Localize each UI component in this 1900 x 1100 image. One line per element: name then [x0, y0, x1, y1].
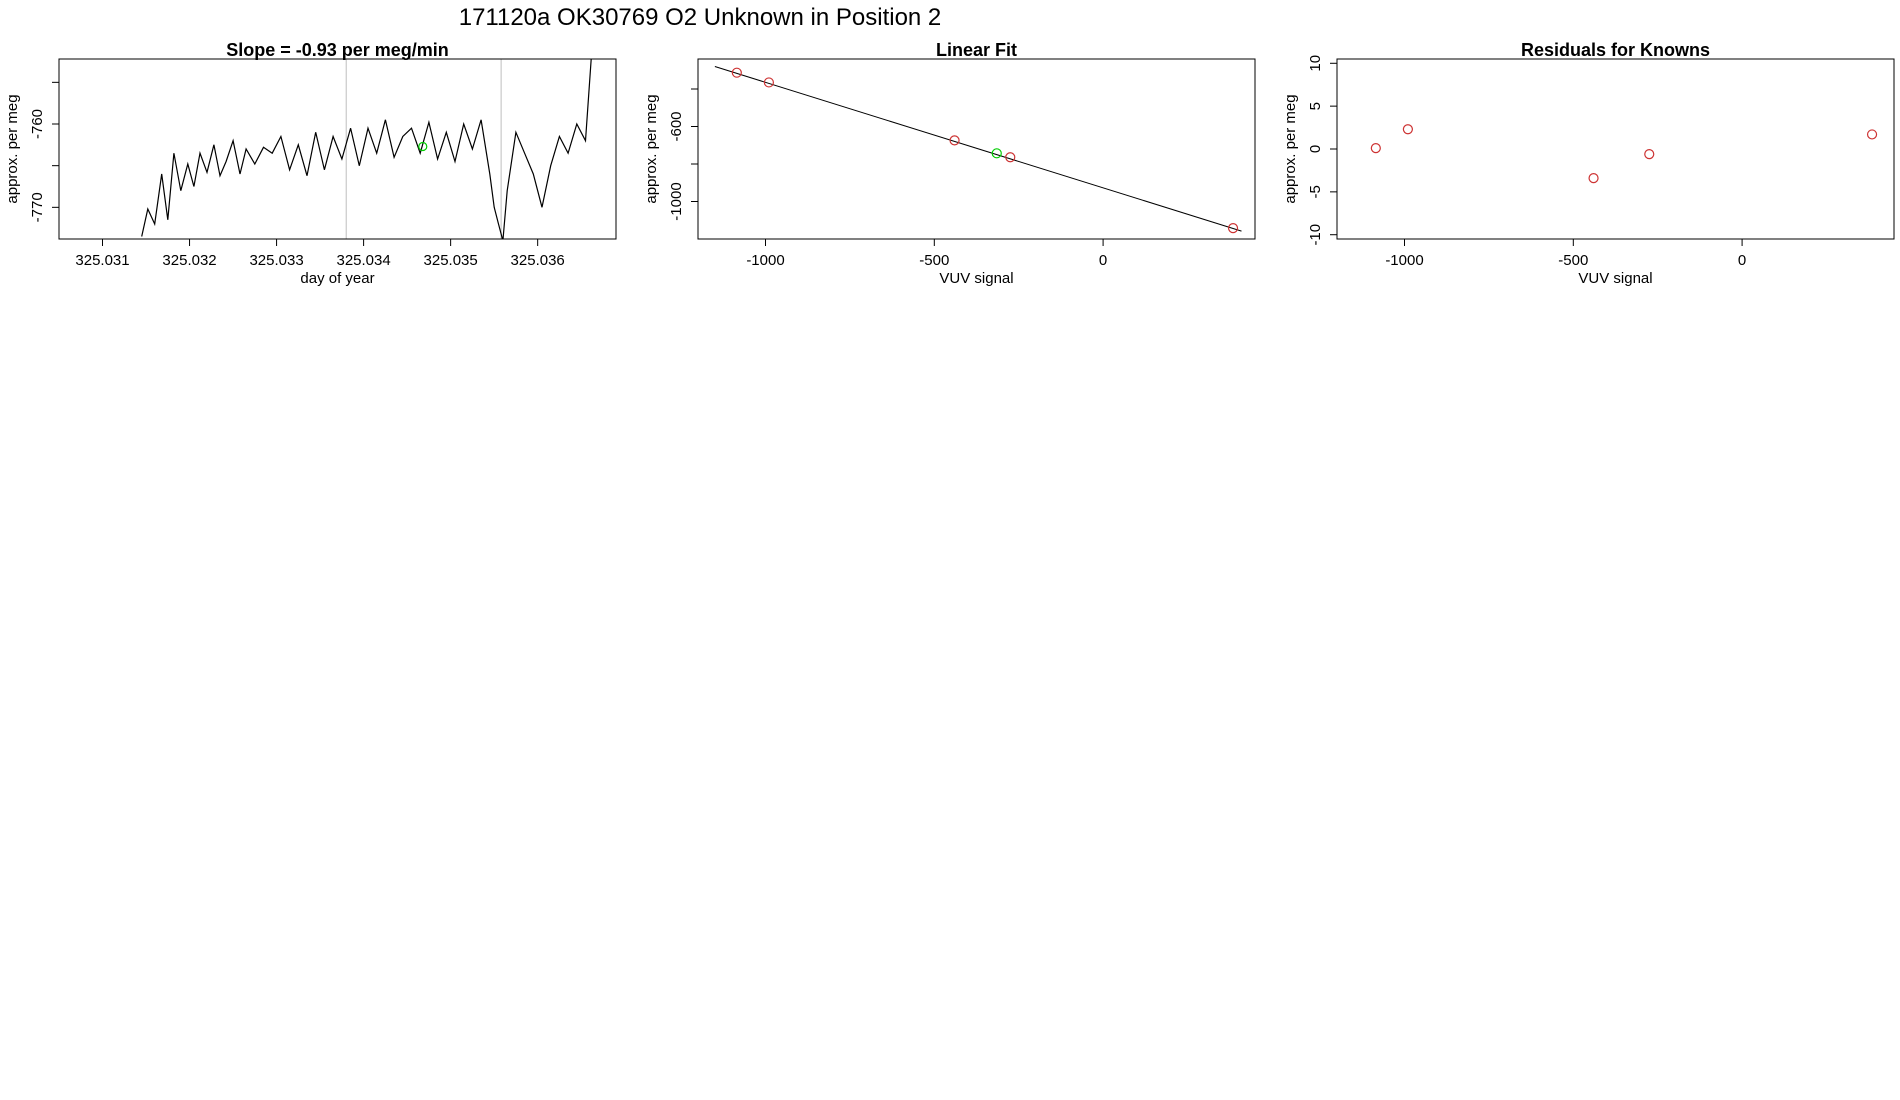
known-point — [949, 135, 960, 146]
unknown-point-marker — [418, 141, 428, 152]
x-axis-label: day of year — [300, 270, 374, 287]
known-point — [1402, 124, 1413, 135]
panel-timeseries: Slope = -0.93 per meg/min 325.031 325.032 3… — [4, 40, 617, 287]
known-point — [1370, 143, 1381, 154]
known-point — [1005, 152, 1016, 163]
x-tick-label: -500 — [919, 252, 949, 269]
x-tick-label: 325.036 — [511, 252, 565, 269]
x-tick-label: 0 — [1738, 252, 1746, 269]
known-point — [763, 77, 774, 88]
plot-frame — [697, 58, 1256, 240]
y-tick-label: -10 — [1307, 224, 1324, 246]
x-tick-label: -1000 — [1385, 252, 1423, 269]
known-point — [731, 67, 742, 78]
y-tick-label: -600 — [668, 111, 685, 141]
chart-title: Slope = -0.93 per meg/min — [226, 40, 449, 60]
y-tick-label: 10 — [1307, 55, 1324, 72]
x-axis-label: VUV signal — [939, 270, 1013, 287]
x-tick-label: 325.032 — [162, 252, 216, 269]
x-axis-label: VUV signal — [1578, 270, 1652, 287]
y-tick-label: -5 — [1307, 185, 1324, 198]
series-line — [141, 59, 592, 239]
panel-linear-fit: Linear Fit -1000 -500 0 VUV signal -1000 -600 a… — [643, 40, 1256, 287]
y-axis-label: approx. per meg — [643, 94, 660, 203]
plot-frame — [1336, 58, 1895, 240]
known-point — [1588, 173, 1599, 184]
known-point — [1866, 129, 1878, 140]
x-tick-label: 0 — [1099, 252, 1107, 269]
x-tick-label: -500 — [1558, 252, 1588, 269]
y-axis-label: approx. per meg — [1282, 94, 1299, 203]
x-tick-label: 325.031 — [75, 252, 129, 269]
known-point — [1644, 149, 1655, 160]
page-title: 171120a OK30769 O2 Unknown in Position 2 — [459, 4, 942, 31]
plot-area — [714, 66, 1242, 234]
plot-area — [1370, 124, 1878, 184]
y-tick-label: -760 — [29, 109, 46, 139]
x-tick-label: -1000 — [746, 252, 784, 269]
y-tick-label: -1000 — [668, 182, 685, 220]
fit-line — [714, 66, 1242, 232]
x-tick-label: 325.033 — [249, 252, 303, 269]
x-tick-label: 325.034 — [336, 252, 390, 269]
chart-title: Residuals for Knowns — [1521, 40, 1710, 60]
panel-residuals: Residuals for Knowns -1000 -500 0 VUV signal… — [1282, 40, 1895, 287]
y-tick-label: 5 — [1307, 102, 1324, 110]
known-point — [1227, 223, 1239, 234]
plot-frame — [58, 58, 617, 240]
plot-area — [141, 59, 592, 239]
y-tick-label: 0 — [1307, 145, 1324, 153]
unknown-point — [991, 148, 1002, 159]
y-tick-label: -770 — [29, 192, 46, 222]
y-axis-label: approx. per meg — [4, 94, 21, 203]
x-tick-label: 325.035 — [424, 252, 478, 269]
chart-title: Linear Fit — [936, 40, 1017, 60]
